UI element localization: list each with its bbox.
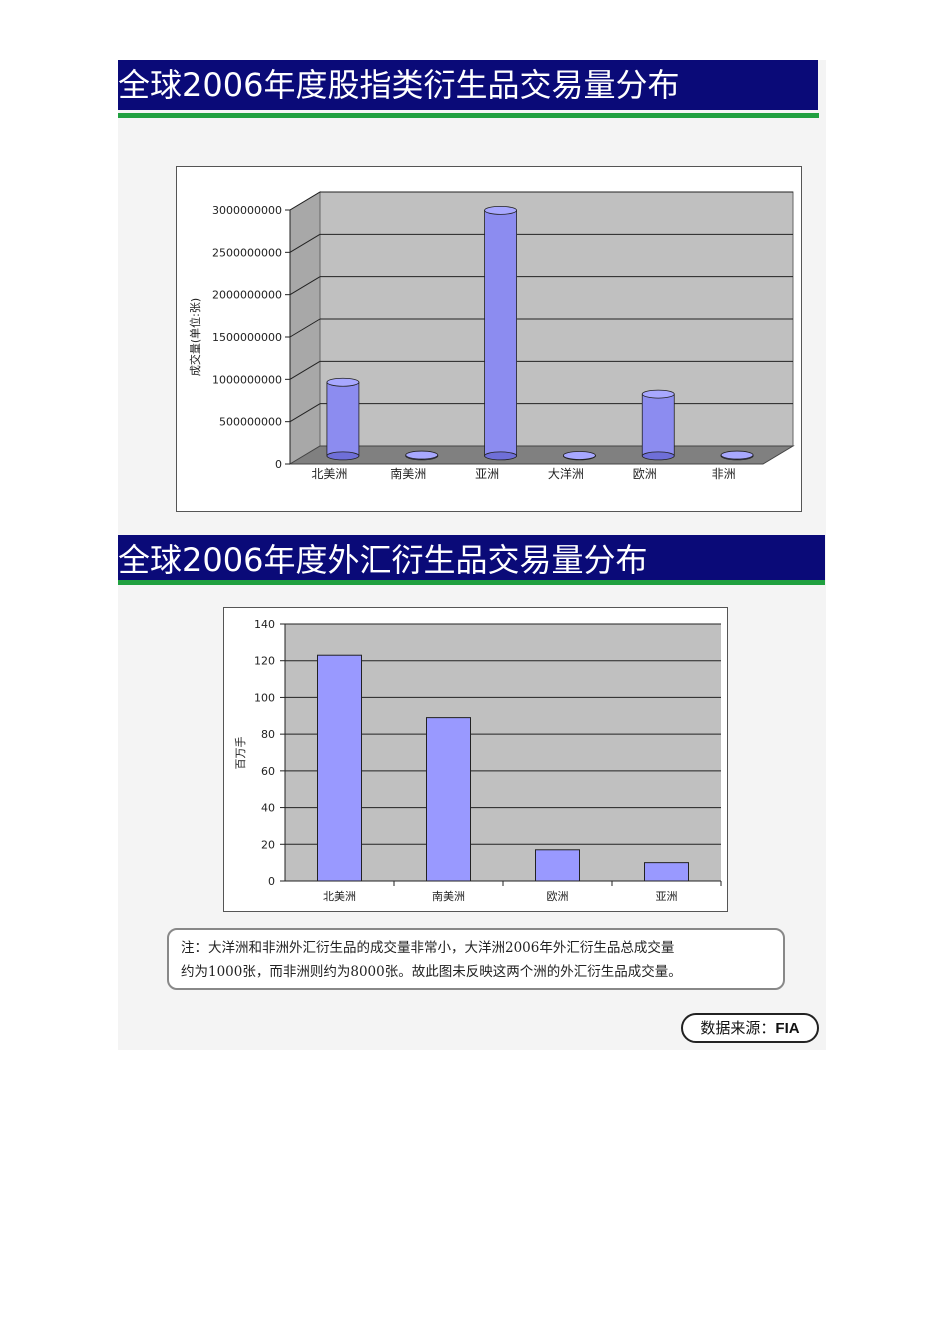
cylinder-bar bbox=[326, 377, 360, 461]
y-tick-label: 3000000000 bbox=[212, 204, 282, 217]
cylinder-bottom bbox=[326, 451, 360, 461]
x-category-label: 欧洲 bbox=[633, 467, 657, 481]
cylinder-bar bbox=[641, 389, 675, 461]
y-tick-label: 140 bbox=[254, 618, 275, 631]
fx-chart-frame: 0 20 40 60 80 100 120 140 百万手北美洲 南美洲 欧洲 亚洲 bbox=[223, 607, 728, 912]
cylinder-top bbox=[563, 451, 596, 460]
x-category-label: 大洋洲 bbox=[548, 466, 584, 481]
bar bbox=[535, 849, 580, 882]
y-tick-label: 60 bbox=[261, 765, 275, 778]
y-tick-label: 1000000000 bbox=[212, 373, 282, 386]
x-category-label: 北美洲 bbox=[311, 467, 347, 481]
title-rule bbox=[118, 580, 825, 585]
cylinder-top bbox=[720, 450, 754, 460]
data-source-badge: 数据来源：FIA bbox=[681, 1013, 819, 1043]
x-category-label: 亚洲 bbox=[475, 467, 499, 481]
chart-floor bbox=[288, 445, 795, 465]
y-tick-label: 80 bbox=[261, 728, 275, 741]
equity-chart-frame: 0 500000000 1000000000 1500000000 2000000000… bbox=[176, 166, 802, 512]
cylinder-bar bbox=[563, 451, 596, 461]
y-axis-label: 百万手 bbox=[233, 737, 247, 770]
section-title-fx: 全球2006年度外汇衍生品交易量分布 bbox=[118, 535, 825, 585]
cylinder-body bbox=[641, 393, 675, 457]
y-tick-label: 0 bbox=[275, 458, 282, 471]
x-category-label: 南美洲 bbox=[390, 466, 426, 481]
gridline bbox=[289, 318, 321, 338]
equity-chart: 0 500000000 1000000000 1500000000 2000000000… bbox=[188, 191, 795, 481]
cylinder-bar bbox=[720, 450, 754, 461]
cylinder-top bbox=[405, 450, 439, 460]
x-category-label: 南美洲 bbox=[432, 890, 465, 903]
y-tick-label: 2500000000 bbox=[212, 246, 282, 259]
y-tick-label: 120 bbox=[254, 655, 275, 668]
cylinder-body bbox=[326, 381, 360, 457]
gridline bbox=[289, 360, 321, 380]
cylinder-top bbox=[641, 389, 675, 399]
cylinder-top bbox=[326, 377, 360, 387]
section-title-text: 全球2006年度股指类衍生品交易量分布 bbox=[118, 66, 680, 104]
x-category-label: 亚洲 bbox=[656, 890, 678, 903]
bar bbox=[644, 862, 689, 882]
cylinder-body bbox=[484, 209, 517, 457]
y-tick-label: 20 bbox=[261, 838, 275, 851]
gridline bbox=[289, 191, 321, 211]
y-tick-label: 40 bbox=[261, 802, 275, 815]
cylinder-top bbox=[484, 205, 517, 215]
gridline bbox=[289, 403, 321, 423]
y-tick-label: 1500000000 bbox=[212, 331, 282, 344]
cylinder-bar bbox=[405, 450, 439, 461]
x-category-label: 欧洲 bbox=[547, 890, 569, 903]
y-tick-label: 500000000 bbox=[219, 416, 282, 429]
cylinder-bottom bbox=[641, 451, 675, 461]
cylinder-bottom bbox=[484, 451, 517, 461]
bar bbox=[317, 654, 362, 882]
y-tick-label: 2000000000 bbox=[212, 289, 282, 302]
y-tick-label: 100 bbox=[254, 691, 275, 704]
note-line-2: 约为1000张，而非洲则约为8000张。故此图未反映这两个洲的外汇衍生品成交量。 bbox=[181, 964, 682, 980]
source-name: FIA bbox=[775, 1020, 800, 1037]
source-label: 数据来源： bbox=[700, 1019, 776, 1037]
y-tick-label: 0 bbox=[268, 875, 275, 888]
x-category-label: 北美洲 bbox=[323, 890, 356, 903]
gridline bbox=[289, 276, 321, 296]
cylinder-bar bbox=[484, 205, 517, 461]
section-title-equity: 全球2006年度股指类衍生品交易量分布 bbox=[118, 60, 818, 110]
gridline bbox=[289, 233, 321, 253]
note-box: 注：大洋洲和非洲外汇衍生品的成交量非常小，大洋洲2006年外汇衍生品总成交量 约… bbox=[167, 928, 785, 990]
bar bbox=[426, 717, 471, 882]
title-rule bbox=[118, 113, 819, 118]
section-title-text: 全球2006年度外汇衍生品交易量分布 bbox=[118, 541, 648, 579]
y-axis-label: 成交量(单位:张) bbox=[188, 298, 202, 376]
x-category-label: 非洲 bbox=[712, 467, 736, 481]
note-line-1: 注：大洋洲和非洲外汇衍生品的成交量非常小，大洋洲2006年外汇衍生品总成交量 bbox=[181, 940, 675, 956]
